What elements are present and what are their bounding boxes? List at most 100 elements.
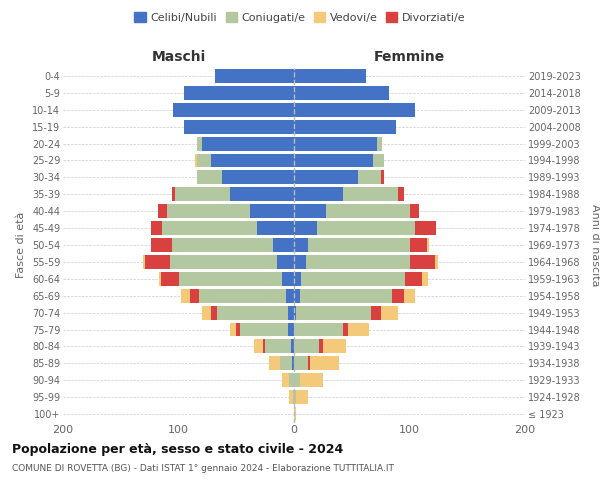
Bar <box>173 103 294 117</box>
Bar <box>371 306 380 320</box>
Bar <box>377 136 382 150</box>
Bar <box>286 289 294 302</box>
Bar <box>273 238 294 252</box>
Bar <box>380 306 398 320</box>
Bar <box>294 221 317 235</box>
Bar <box>294 136 377 150</box>
Bar <box>194 154 197 168</box>
Bar <box>172 238 273 252</box>
Bar <box>289 374 294 387</box>
Text: COMUNE DI ROVETTA (BG) - Dati ISTAT 1° gennaio 2024 - Elaborazione TUTTITALIA.IT: COMUNE DI ROVETTA (BG) - Dati ISTAT 1° g… <box>12 464 394 473</box>
Bar <box>294 103 415 117</box>
Bar <box>277 255 294 269</box>
Text: Maschi: Maschi <box>151 50 206 64</box>
Bar <box>404 289 415 302</box>
Bar <box>265 340 290 353</box>
Bar <box>294 204 326 218</box>
Bar <box>422 272 428 285</box>
Bar <box>392 289 404 302</box>
Bar <box>290 340 294 353</box>
Bar <box>230 322 236 336</box>
Bar <box>296 306 371 320</box>
Bar <box>358 170 380 184</box>
Bar <box>288 306 294 320</box>
Bar <box>294 188 343 201</box>
Bar <box>202 136 294 150</box>
Bar <box>263 340 265 353</box>
Bar <box>280 356 292 370</box>
Bar <box>294 170 358 184</box>
Bar <box>236 322 240 336</box>
Bar <box>163 221 257 235</box>
Bar <box>230 188 294 201</box>
Bar <box>308 238 409 252</box>
Bar <box>343 188 398 201</box>
Bar <box>215 69 294 83</box>
Bar <box>294 322 343 336</box>
Bar <box>190 289 199 302</box>
Bar <box>294 306 296 320</box>
Bar <box>145 255 170 269</box>
Bar <box>217 306 288 320</box>
Bar <box>197 154 211 168</box>
Bar <box>184 120 294 134</box>
Bar <box>398 188 404 201</box>
Bar <box>197 170 223 184</box>
Bar <box>435 255 439 269</box>
Bar <box>151 221 163 235</box>
Bar <box>170 255 277 269</box>
Bar <box>409 255 435 269</box>
Bar <box>283 272 294 285</box>
Bar <box>211 154 294 168</box>
Bar <box>179 272 283 285</box>
Bar <box>184 86 294 100</box>
Bar <box>300 289 392 302</box>
Bar <box>172 188 175 201</box>
Bar <box>254 340 263 353</box>
Bar <box>292 356 294 370</box>
Bar <box>319 340 323 353</box>
Bar <box>181 289 190 302</box>
Bar <box>289 390 293 404</box>
Bar <box>317 221 415 235</box>
Bar <box>380 170 384 184</box>
Bar <box>294 154 373 168</box>
Bar <box>294 272 301 285</box>
Bar <box>296 390 308 404</box>
Bar <box>343 322 348 336</box>
Bar <box>294 255 305 269</box>
Text: Popolazione per età, sesso e stato civile - 2024: Popolazione per età, sesso e stato civil… <box>12 442 343 456</box>
Bar <box>161 272 179 285</box>
Bar <box>294 86 389 100</box>
Bar <box>257 221 294 235</box>
Bar <box>373 154 384 168</box>
Bar <box>409 204 419 218</box>
Bar <box>294 69 365 83</box>
Bar <box>269 356 280 370</box>
Bar <box>167 204 250 218</box>
Y-axis label: Anni di nascita: Anni di nascita <box>590 204 600 286</box>
Bar <box>202 306 211 320</box>
Bar <box>294 356 308 370</box>
Bar <box>294 407 296 421</box>
Bar <box>151 238 172 252</box>
Bar <box>427 238 429 252</box>
Legend: Celibi/Nubili, Coniugati/e, Vedovi/e, Divorziati/e: Celibi/Nubili, Coniugati/e, Vedovi/e, Di… <box>130 8 470 28</box>
Bar <box>199 289 286 302</box>
Bar <box>159 272 161 285</box>
Bar <box>308 356 310 370</box>
Y-axis label: Fasce di età: Fasce di età <box>16 212 26 278</box>
Bar <box>294 340 319 353</box>
Bar <box>175 188 230 201</box>
Bar <box>293 390 294 404</box>
Bar <box>310 356 339 370</box>
Bar <box>158 204 167 218</box>
Bar <box>294 390 296 404</box>
Bar <box>294 289 300 302</box>
Bar <box>294 120 395 134</box>
Bar <box>300 374 323 387</box>
Bar <box>288 322 294 336</box>
Bar <box>405 272 422 285</box>
Bar <box>283 374 289 387</box>
Bar <box>305 255 409 269</box>
